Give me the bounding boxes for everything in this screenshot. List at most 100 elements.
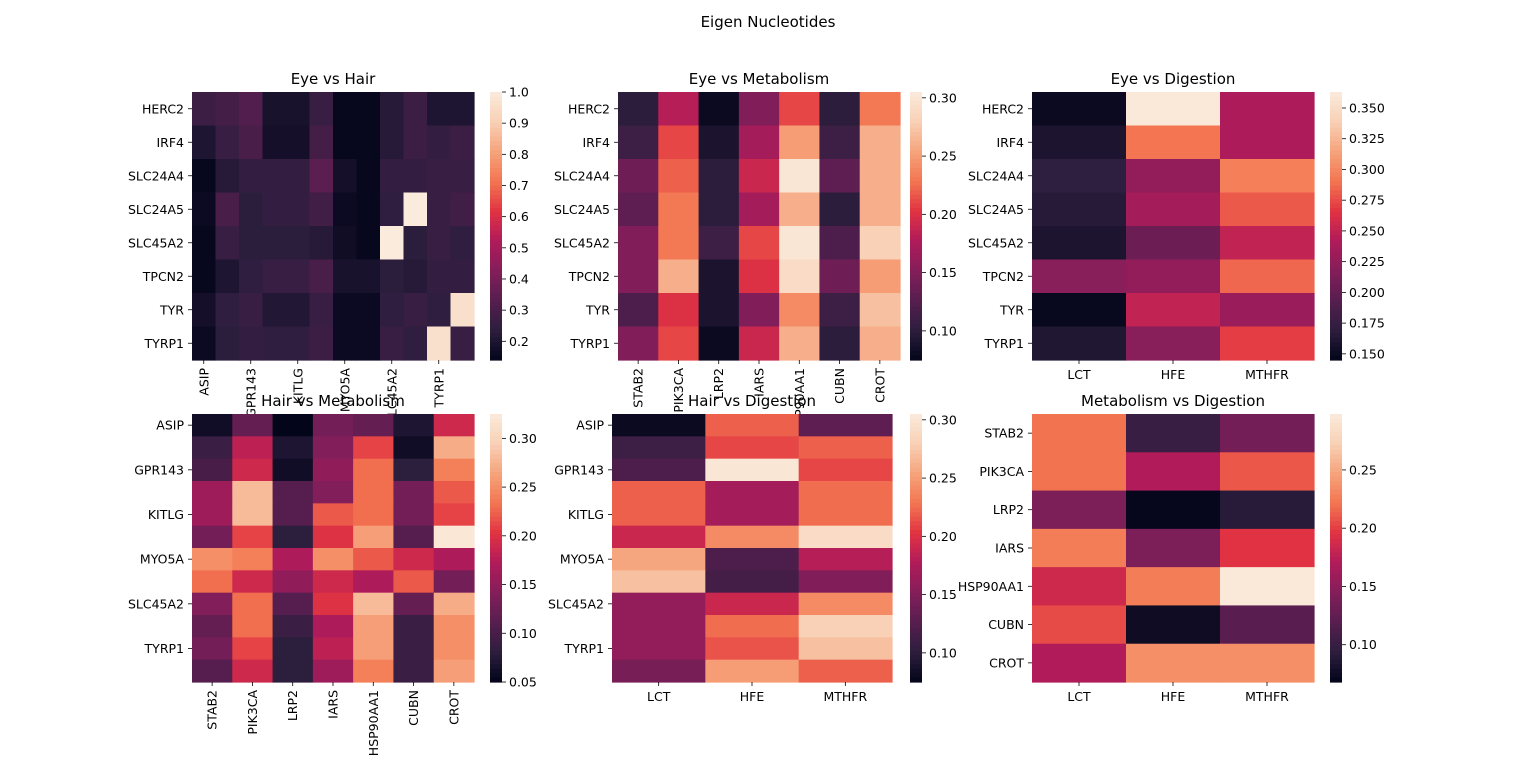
heatmap-cell <box>618 326 659 361</box>
colorbar-segment <box>1330 561 1342 567</box>
colorbar-segment <box>490 583 502 589</box>
heatmap-cell <box>1220 293 1315 328</box>
colorbar-segment <box>490 485 502 491</box>
colorbar-segment <box>490 172 502 178</box>
heatmap-cell <box>433 615 475 638</box>
colorbar-segment <box>910 163 922 169</box>
heatmap-cell <box>798 414 893 437</box>
colorbar-segment <box>1330 319 1342 325</box>
heatmap-cell <box>798 570 893 594</box>
heatmap-cell <box>333 192 358 227</box>
colorbar-segment <box>1330 637 1342 643</box>
colorbar-segment <box>910 114 922 120</box>
x-tick-label: ASIP <box>196 368 211 396</box>
heatmap-cell <box>403 259 428 294</box>
heatmap-cell <box>618 226 659 261</box>
colorbar-segment <box>1330 641 1342 647</box>
colorbar-segment <box>910 342 922 348</box>
heatmap-cell <box>779 293 821 328</box>
colorbar-segment <box>1330 431 1342 437</box>
heatmap-cell <box>232 548 274 571</box>
heatmap-cell <box>738 259 780 294</box>
colorbar-tick-label: 0.25 <box>929 149 957 164</box>
colorbar-segment <box>1330 597 1342 603</box>
colorbar-segment <box>1330 601 1342 607</box>
colorbar-segment <box>490 659 502 665</box>
heatmap-cell <box>427 226 452 261</box>
colorbar-tick-label: 0.3 <box>509 303 529 318</box>
heatmap-cell <box>1126 293 1221 328</box>
heatmap-cell <box>192 192 217 227</box>
colorbar-tick-label: 0.30 <box>509 431 537 446</box>
heatmap-cell <box>427 293 452 328</box>
heatmap-cell <box>612 414 706 437</box>
heatmap-cell <box>286 92 311 127</box>
colorbar-tick-label: 0.10 <box>1349 637 1377 652</box>
heatmap-cell <box>779 125 821 160</box>
heatmap-cell <box>1126 125 1221 160</box>
heatmap-cell <box>612 570 706 594</box>
heatmap-cell <box>353 615 395 638</box>
colorbar-segment <box>910 650 922 656</box>
y-tick-label: IARS <box>995 541 1024 556</box>
colorbar-segment <box>490 266 502 272</box>
x-tick-label: SLC45A2 <box>384 368 399 424</box>
heatmap-cell <box>393 570 435 594</box>
colorbar-segment <box>910 619 922 625</box>
heatmap-cell <box>309 92 334 127</box>
heatmap-cell <box>427 326 452 361</box>
colorbar-segment <box>910 310 922 316</box>
heatmap-cell <box>705 414 800 437</box>
heatmap-cell <box>450 226 475 261</box>
colorbar-segment <box>1330 673 1342 679</box>
colorbar-tick-label: 0.6 <box>509 209 529 224</box>
colorbar-segment <box>910 284 922 290</box>
x-tick-label: HSP90AA1 <box>366 690 381 756</box>
heatmap-cell <box>393 615 435 638</box>
colorbar-segment <box>1330 248 1342 254</box>
y-tick-label: SLC24A5 <box>128 202 184 217</box>
colorbar-segment <box>1330 252 1342 258</box>
colorbar-segment <box>910 583 922 589</box>
heatmap-cell <box>738 293 780 328</box>
heatmap-cell <box>232 414 274 437</box>
y-tick-label: HERC2 <box>568 101 610 116</box>
colorbar-segment <box>1330 655 1342 661</box>
heatmap-cell <box>272 503 314 527</box>
colorbar-segment <box>1330 150 1342 156</box>
heatmap-cell <box>380 293 405 328</box>
colorbar-segment <box>1330 418 1342 424</box>
colorbar-segment <box>490 337 502 343</box>
heatmap-cell <box>232 436 274 460</box>
heatmap-cell <box>798 615 893 638</box>
colorbar-segment <box>1330 105 1342 111</box>
colorbar: 0.2 0.3 0.4 0.5 0.6 0.7 0.8 0.9 1.0 <box>490 85 529 361</box>
colorbar-segment <box>910 534 922 540</box>
colorbar-tick-label: 0.325 <box>1349 131 1385 146</box>
colorbar-segment <box>910 234 922 240</box>
heatmap-cell <box>1126 567 1221 607</box>
heatmap-cell <box>272 458 314 482</box>
colorbar-segment <box>490 539 502 545</box>
heatmap-cell <box>380 159 405 194</box>
heatmap-cell <box>779 259 821 294</box>
colorbar-segment <box>910 449 922 455</box>
colorbar-segment <box>910 664 922 670</box>
heatmap-cell <box>859 259 901 294</box>
heatmap-cell <box>859 226 901 261</box>
colorbar-segment <box>490 136 502 142</box>
colorbar-segment <box>490 503 502 509</box>
colorbar-segment <box>910 185 922 191</box>
heatmap-cell <box>612 458 706 482</box>
heatmap-cell <box>1032 326 1127 361</box>
heatmap-cell <box>658 293 700 328</box>
colorbar-segment <box>910 458 922 464</box>
colorbar-segment <box>1330 664 1342 670</box>
heatmap-cell <box>380 125 405 160</box>
colorbar-segment <box>910 507 922 513</box>
heatmap-cell <box>433 637 475 661</box>
colorbar-segment <box>910 319 922 325</box>
colorbar-segment <box>1330 543 1342 549</box>
colorbar-segment <box>910 136 922 142</box>
